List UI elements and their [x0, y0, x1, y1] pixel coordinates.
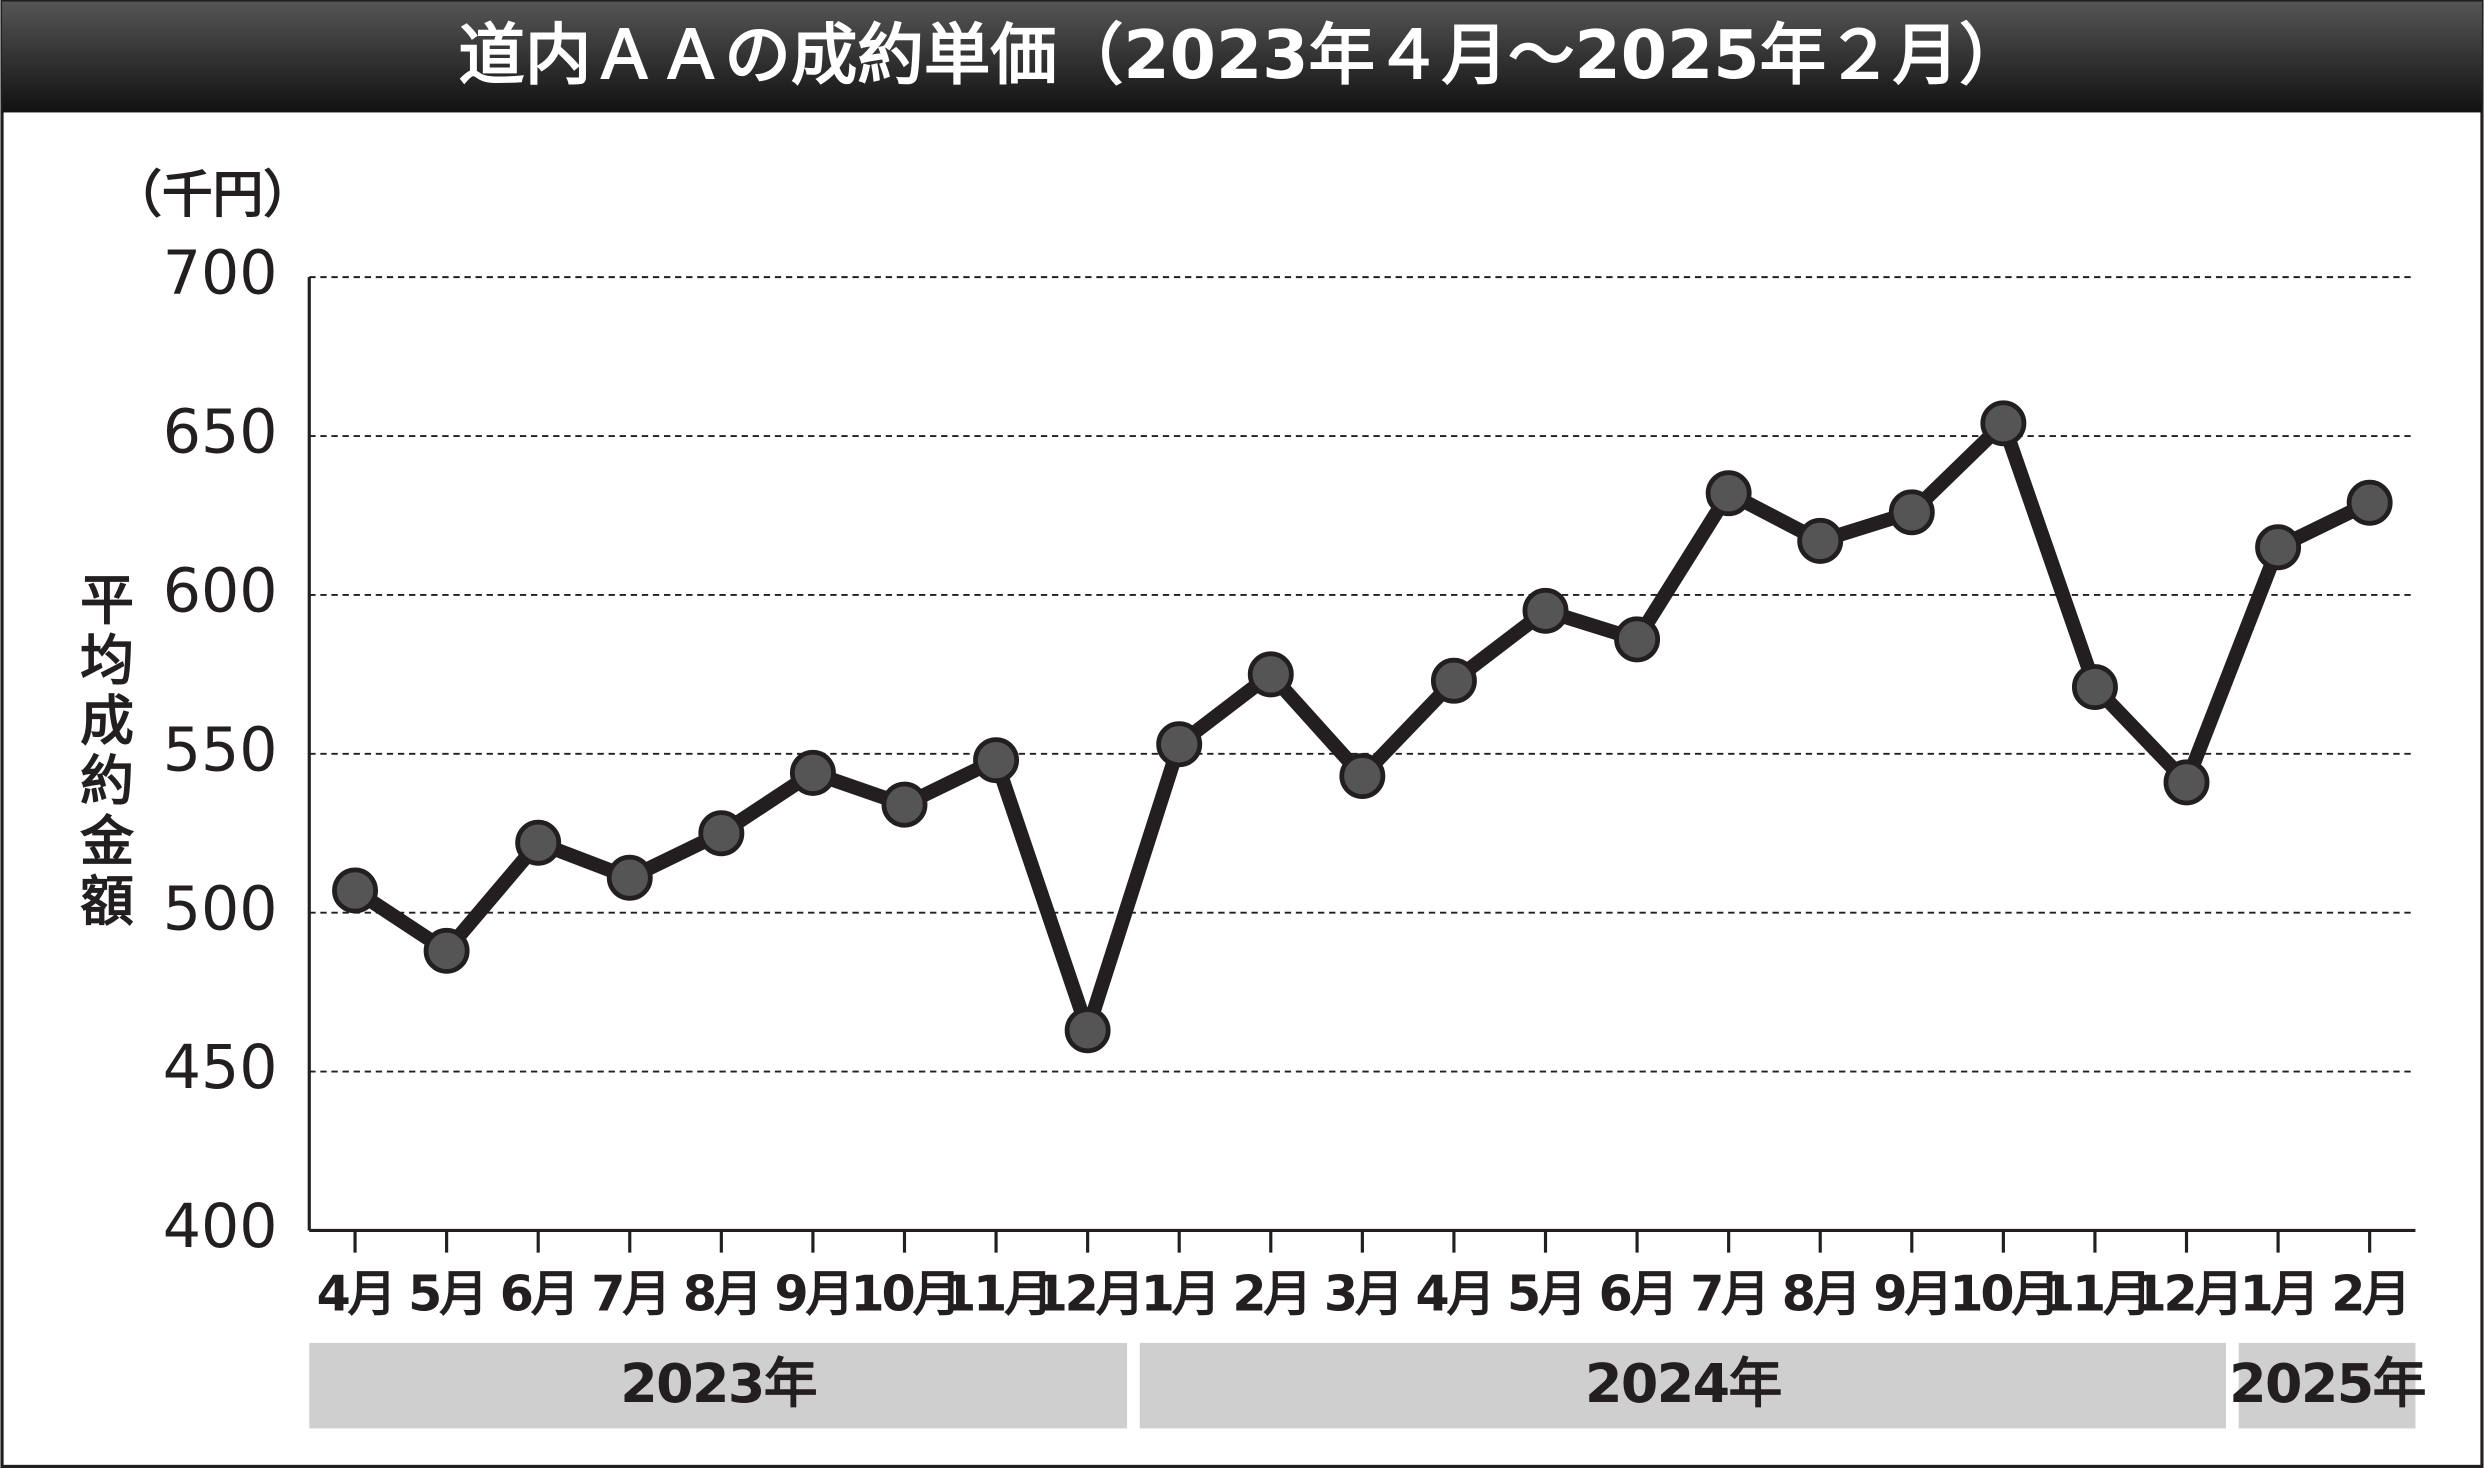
marker [1980, 400, 2027, 447]
year-label: 2024年 [1585, 1352, 1781, 1415]
x-tick-label: 11月 [2041, 1264, 2149, 1322]
x-tick-label: 5月 [1507, 1264, 1584, 1322]
y-tick-label: 650 [163, 398, 278, 468]
x-tick-label: 3月 [1324, 1264, 1401, 1322]
x-tick-label: 4月 [317, 1264, 394, 1322]
x-tick-label: 4月 [1415, 1264, 1492, 1322]
marker [1247, 651, 1294, 698]
marker [881, 781, 928, 828]
marker [1064, 1007, 1111, 1054]
year-band [2238, 1342, 2416, 1429]
year-band [309, 1342, 1128, 1429]
x-tick-label: 9月 [774, 1264, 851, 1322]
y-tick-label: 450 [163, 1033, 278, 1103]
x-tick-label: 8月 [683, 1264, 760, 1322]
x-tick-label: 12月 [2133, 1264, 2241, 1322]
x-tick-label: 6月 [500, 1264, 577, 1322]
marker [973, 737, 1020, 784]
x-tick-label: 11月 [942, 1264, 1050, 1322]
year-label: 2025年 [2229, 1352, 2425, 1415]
marker [1797, 517, 1844, 564]
marker [698, 810, 745, 857]
marker [332, 867, 379, 914]
marker [789, 749, 836, 796]
marker [606, 854, 653, 901]
x-tick-label: 2月 [2331, 1264, 2408, 1322]
marker [2071, 664, 2118, 711]
marker [2346, 479, 2393, 526]
x-tick-label: 1月 [2240, 1264, 2317, 1322]
year-band [1139, 1342, 2226, 1429]
marker [1156, 721, 1203, 768]
marker [2163, 759, 2210, 806]
x-tick-label: 2月 [1232, 1264, 1309, 1322]
marker [1888, 489, 1935, 536]
year-label: 2023年 [620, 1352, 816, 1415]
chart-title: 道内ＡＡの成約単価（2023年４月～2025年２月） [458, 16, 2025, 94]
y-tick-label: 550 [163, 715, 278, 785]
y-axis-title: 平均成約金額 [71, 572, 135, 933]
marker [515, 819, 562, 866]
marker [1522, 587, 1569, 634]
x-tick-label: 12月 [1034, 1264, 1142, 1322]
x-tick-label: 8月 [1782, 1264, 1859, 1322]
x-tick-label: 10月 [1949, 1264, 2057, 1322]
x-tick-label: 9月 [1873, 1264, 1950, 1322]
y-tick-label: 500 [163, 874, 278, 944]
marker [2255, 524, 2302, 571]
marker [1430, 657, 1477, 704]
x-tick-label: 10月 [851, 1264, 959, 1322]
marker [423, 927, 470, 974]
title-bar [2, 1, 2482, 113]
x-tick-label: 5月 [408, 1264, 485, 1322]
marker [1339, 753, 1386, 800]
marker [1705, 470, 1752, 517]
x-tick-label: 7月 [1690, 1264, 1767, 1322]
x-tick-label: 7月 [591, 1264, 668, 1322]
y-tick-label: 400 [163, 1192, 278, 1262]
y-tick-label: 700 [163, 239, 278, 309]
unit-label: （千円） [111, 165, 314, 224]
marker [1614, 616, 1661, 663]
y-tick-label: 600 [163, 557, 278, 627]
x-tick-label: 6月 [1599, 1264, 1676, 1322]
x-tick-label: 1月 [1141, 1264, 1218, 1322]
